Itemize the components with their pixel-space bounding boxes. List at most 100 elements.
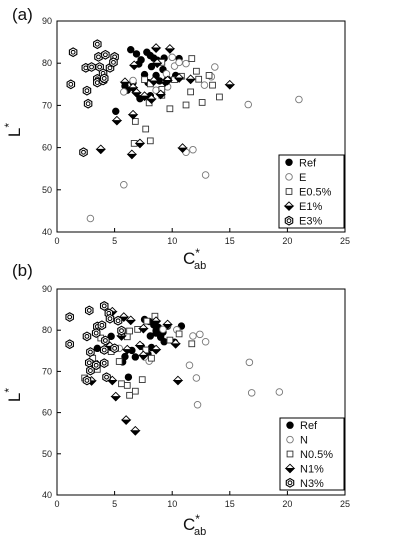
legend-label: Ref [299,157,317,169]
data-point [105,313,115,324]
y-tick-label: 40 [42,490,52,500]
data-point [134,138,146,149]
data-point [120,180,128,189]
data-point [91,360,101,371]
data-point [141,76,148,84]
legend-marker [286,435,294,444]
data-point [188,340,196,348]
data-point [177,143,188,153]
data-point [123,382,131,389]
x-axis-label: C* ab [183,246,206,272]
data-point [121,344,133,355]
x-tick-label: 5 [112,499,117,509]
data-point [86,214,95,223]
data-point [111,115,123,126]
data-point [147,62,156,71]
data-point [198,99,206,106]
x-tick-label: 15 [225,236,235,246]
data-point [99,300,109,311]
panel-label: (a) [12,5,33,24]
data-point [166,105,174,113]
data-point [99,345,109,355]
data-point [109,57,118,68]
data-point [152,326,160,335]
data-point [97,320,107,331]
series-e0-5- [130,55,223,147]
x-tick-label: 10 [167,236,177,246]
y-axis-label: L* [2,123,24,137]
data-point [65,312,74,322]
data-point [93,39,102,50]
data-point [120,88,128,96]
data-point [131,387,139,395]
plot-frame [56,20,346,233]
legend-label: E3% [299,216,322,228]
legend-marker [283,201,295,211]
data-point [132,50,141,58]
data-point [185,361,194,369]
series-n [115,321,284,409]
data-point [95,144,107,155]
data-point [82,331,92,342]
data-point [162,319,173,330]
data-point [127,82,139,93]
legend-label: N3% [300,478,324,490]
legend-marker [286,421,294,429]
legend-label: N1% [300,463,324,475]
data-point [99,73,109,84]
y-tick-label: 80 [42,325,52,335]
series-e3- [66,39,119,158]
data-point [146,94,157,104]
x-tick-label: 25 [340,236,350,246]
data-point [175,330,183,338]
chart-panel-a: (a) 40 50 60 70 80 90 0 5 10 15 20 25 C* ab L* Ref E E0.5%… [2,5,350,272]
x-tick-label: 25 [340,499,350,509]
data-point [127,45,135,54]
data-point [138,323,149,334]
data-point [126,327,133,335]
data-point [164,44,176,54]
data-point [94,51,103,62]
data-point [185,74,196,85]
data-point [205,72,213,79]
data-point [124,373,133,381]
data-point [187,88,194,96]
data-point [112,107,120,116]
legend-marker [284,215,294,226]
data-point [79,147,88,158]
panel-label: (b) [12,261,33,280]
legend: Ref N N0.5% N1% N3% [279,417,345,491]
y-tick-label: 50 [42,449,52,459]
x-axis-label: C* ab [183,512,206,538]
data-point [182,59,190,68]
data-point [66,79,76,90]
data-point [86,347,95,357]
y-axis-label: L* [2,388,24,402]
data-point [118,380,125,388]
data-point [101,49,110,60]
data-point [130,425,141,436]
data-point [68,47,78,58]
series-e1- [95,43,236,160]
x-tick-label: 20 [282,499,292,509]
legend-label: Ref [300,420,318,432]
x-tick-label: 0 [54,499,59,509]
data-point [182,101,190,109]
data-point [82,85,92,96]
y-tick-label: 90 [42,16,52,26]
data-point [175,58,183,67]
data-point [170,338,181,349]
data-point [83,98,93,109]
legend: Ref E E0.5% E1% E3% [278,154,345,229]
y-tick-label: 40 [42,227,52,237]
data-point [129,76,137,85]
data-point [99,358,109,369]
data-point [131,118,139,125]
data-point [295,95,303,104]
data-point [193,67,200,75]
data-point [189,145,197,154]
data-point [139,91,150,101]
data-point [201,171,210,179]
data-point [131,353,140,361]
y-tick-label: 50 [42,185,52,195]
